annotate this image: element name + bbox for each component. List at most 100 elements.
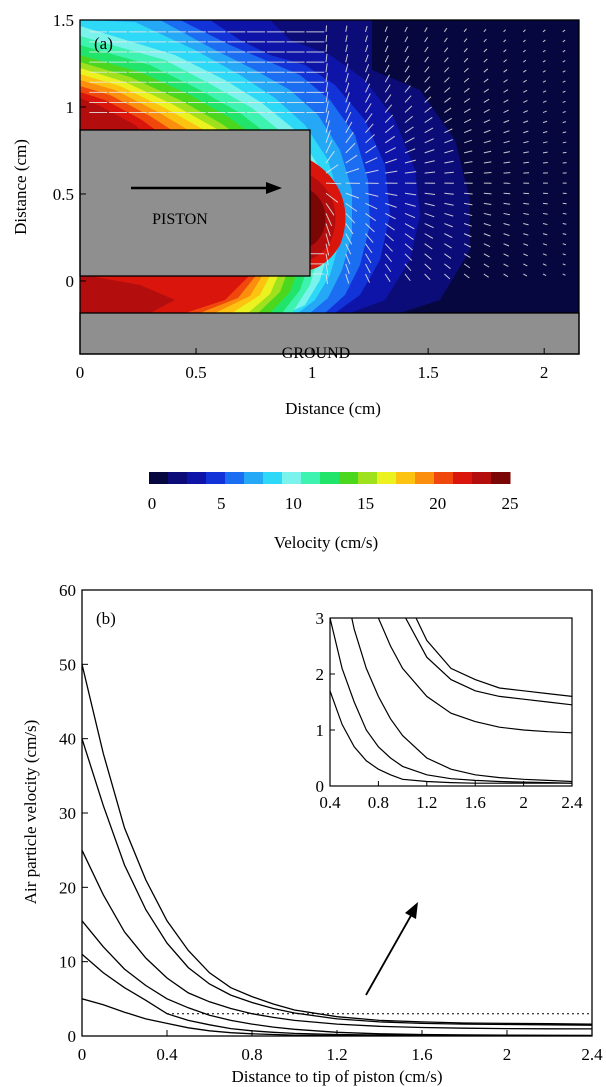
velocity-arrow xyxy=(523,263,528,267)
velocity-arrow xyxy=(523,161,530,164)
piston-label: PISTON xyxy=(152,211,208,228)
velocity-arrow xyxy=(384,263,392,273)
panel-a-y-ticks: 0 0.5 1 1.5 xyxy=(53,11,86,291)
velocity-arrow xyxy=(345,25,348,32)
velocity-arrow xyxy=(365,273,371,283)
velocity-arrow xyxy=(542,151,548,154)
velocity-arrow xyxy=(542,263,547,266)
velocity-arrow xyxy=(424,263,432,270)
inset-x-tick-label: 1.6 xyxy=(465,793,486,812)
velocity-arrow xyxy=(503,161,511,164)
velocity-arrow xyxy=(483,129,491,134)
velocity-arrow xyxy=(542,80,547,83)
velocity-arrow xyxy=(345,273,350,284)
velocity-arrow xyxy=(503,223,510,226)
piston-block xyxy=(79,129,311,277)
velocity-arrow xyxy=(345,82,350,93)
velocity-arrow xyxy=(404,202,416,207)
inset-series-line-6 xyxy=(330,690,572,784)
velocity-arrow xyxy=(345,154,358,164)
velocity-arrow xyxy=(483,233,491,237)
velocity-arrow xyxy=(522,29,526,33)
velocity-arrow xyxy=(404,46,409,53)
velocity-arrow xyxy=(384,212,396,220)
velocity-arrow xyxy=(483,202,492,206)
velocity-arrow xyxy=(384,84,391,93)
velocity-arrow xyxy=(522,39,526,43)
panel-b-y-tick-label: 20 xyxy=(59,878,76,897)
velocity-arrow xyxy=(523,120,529,124)
velocity-arrow xyxy=(483,98,490,103)
velocity-arrow xyxy=(444,171,454,174)
inset-series xyxy=(330,618,572,784)
velocity-arrow xyxy=(325,120,330,133)
velocity-arrow xyxy=(562,273,566,276)
velocity-arrow xyxy=(483,119,491,124)
velocity-arrow xyxy=(385,158,397,164)
velocity-arrow xyxy=(483,172,492,174)
colorbar-swatch xyxy=(472,472,492,484)
colorbar-tick-label: 25 xyxy=(502,494,519,513)
inset-x-tick-label: 2.4 xyxy=(561,793,583,812)
series-line-2 xyxy=(82,738,592,1026)
velocity-arrow xyxy=(463,28,467,33)
panel-b-x-tick-label: 0 xyxy=(78,1045,87,1064)
colorbar-tick-label: 15 xyxy=(357,494,374,513)
velocity-arrow xyxy=(325,164,339,174)
velocity-arrow xyxy=(325,101,329,113)
velocity-arrow xyxy=(444,263,451,270)
velocity-arrow xyxy=(365,73,370,83)
velocity-arrow xyxy=(483,161,492,164)
velocity-arrow xyxy=(522,49,526,53)
velocity-arrow xyxy=(384,125,394,134)
inset-pointer-arrow-shaft xyxy=(365,911,414,996)
velocity-arrow xyxy=(463,67,469,73)
velocity-arrow xyxy=(503,119,510,124)
velocity-arrow xyxy=(523,99,528,103)
panel-b-x-tick-label: 0.4 xyxy=(156,1045,178,1064)
velocity-arrow xyxy=(443,37,448,43)
velocity-arrow xyxy=(463,118,472,124)
velocity-arrow xyxy=(424,27,428,33)
velocity-arrow xyxy=(424,56,429,63)
panel-b-y-tick-label: 30 xyxy=(59,804,76,823)
series-line-4 xyxy=(82,920,592,1036)
velocity-arrow xyxy=(424,76,431,83)
velocity-arrow xyxy=(542,223,548,226)
panel-b-x-ticks: 0 0.4 0.8 1.2 1.6 2 2.4 xyxy=(78,1030,603,1064)
velocity-arrow xyxy=(464,202,473,206)
velocity-arrow xyxy=(384,135,396,144)
velocity-arrow xyxy=(542,49,546,53)
velocity-arrow xyxy=(562,263,566,266)
colorbar-swatch xyxy=(168,472,188,484)
velocity-arrow xyxy=(404,253,413,261)
velocity-arrow xyxy=(542,70,546,73)
velocity-arrow xyxy=(562,39,566,43)
velocity-arrow xyxy=(542,100,547,103)
velocity-arrow xyxy=(385,170,398,174)
colorbar-tick-label: 10 xyxy=(285,494,302,513)
velocity-arrow xyxy=(444,87,451,93)
velocity-arrow xyxy=(522,59,527,63)
velocity-arrow xyxy=(345,132,354,144)
panel-b-y-axis-label: Air particle velocity (cm/s) xyxy=(21,720,40,905)
velocity-arrow xyxy=(444,107,452,113)
velocity-arrow xyxy=(483,48,488,53)
velocity-arrow xyxy=(562,141,567,144)
velocity-arrow xyxy=(483,263,490,268)
velocity-arrow xyxy=(345,121,353,133)
velocity-arrow xyxy=(562,233,567,235)
panel-b-x-tick-label: 0.8 xyxy=(241,1045,262,1064)
velocity-arrow xyxy=(345,263,350,275)
velocity-arrow xyxy=(385,202,397,208)
colorbar-swatch xyxy=(187,472,207,484)
velocity-arrow xyxy=(365,123,374,134)
velocity-arrow xyxy=(404,137,415,144)
velocity-arrow xyxy=(384,114,394,123)
inset-series-line-3 xyxy=(377,618,572,734)
velocity-arrow xyxy=(364,25,368,32)
colorbar-swatch xyxy=(263,472,283,484)
velocity-arrow xyxy=(542,39,546,43)
velocity-arrow xyxy=(424,253,432,260)
